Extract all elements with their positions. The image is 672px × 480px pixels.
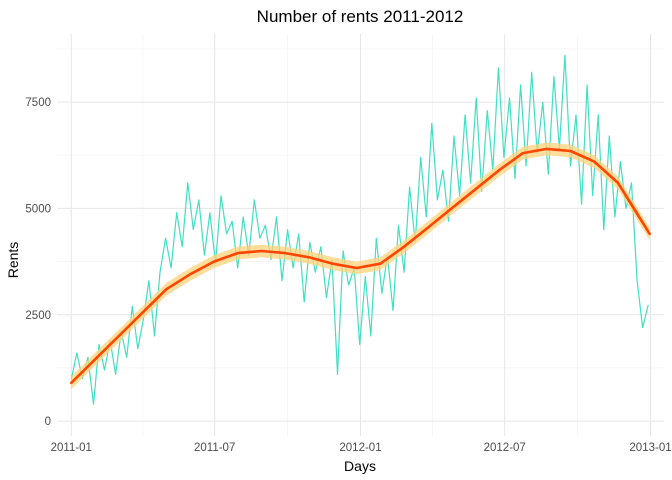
- smooth-trend-line: [70, 147, 652, 385]
- x-tick-label: 2012-07: [484, 442, 526, 454]
- daily-rents-line: [70, 54, 649, 405]
- y-tick-label: 5000: [25, 203, 51, 215]
- x-tick-label: 2012-01: [339, 442, 381, 454]
- major-grid: [57, 34, 664, 436]
- chart-title: Number of rents 2011-2012: [257, 7, 464, 26]
- y-axis-title: Rents: [5, 242, 21, 279]
- x-tick-label: 2013-01: [629, 442, 671, 454]
- y-tick-label: 2500: [25, 310, 51, 322]
- x-axis-ticks: 2011-01 2011-07 2012-01 2012-07 2013-01: [51, 442, 672, 454]
- confidence-band: [71, 142, 650, 390]
- series-layer: [70, 54, 652, 405]
- x-tick-label: 2011-01: [51, 442, 92, 454]
- x-tick-label: 2011-07: [194, 442, 235, 454]
- y-axis-ticks: 0 2500 5000 7500: [25, 97, 51, 428]
- x-axis-title: Days: [344, 458, 376, 474]
- y-tick-label: 7500: [25, 97, 51, 109]
- y-tick-label: 0: [45, 416, 51, 428]
